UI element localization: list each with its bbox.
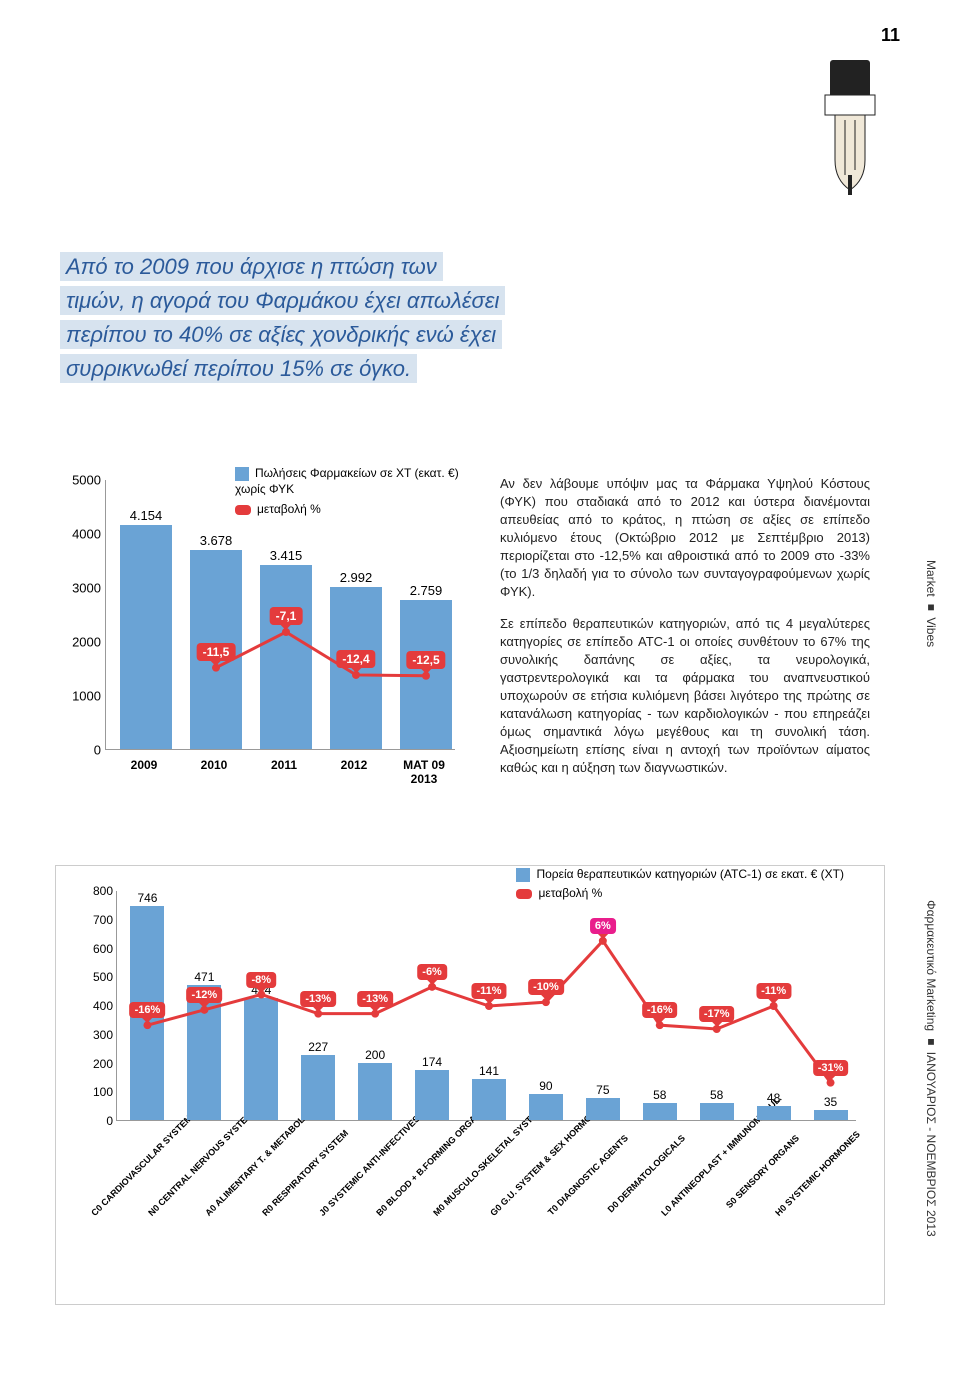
x-label: 2010 bbox=[181, 758, 247, 772]
change-bubble: -6% bbox=[417, 964, 447, 980]
y-tick: 100 bbox=[75, 1085, 113, 1099]
change-bubble: -11,5 bbox=[197, 643, 236, 661]
side-label-footer: Φαρμακευτικό Marketing ■ ΙΑΝΟΥΑΡΙΟΣ - ΝΟ… bbox=[924, 900, 938, 1237]
callout-box: Από το 2009 που άρχισε η πτώση των τιμών… bbox=[60, 250, 620, 386]
y-tick: 3000 bbox=[61, 581, 101, 596]
y-tick: 800 bbox=[75, 884, 113, 898]
y-tick: 700 bbox=[75, 913, 113, 927]
y-tick: 2000 bbox=[61, 635, 101, 650]
change-bubble: -12,5 bbox=[406, 651, 445, 669]
change-bubble: -12% bbox=[187, 987, 223, 1003]
y-tick: 200 bbox=[75, 1057, 113, 1071]
atc-chart: Πορεία θεραπευτικών κατηγοριών (ATC-1) σ… bbox=[55, 865, 885, 1305]
callout-line: συρρικνωθεί περίπου 15% σε όγκο. bbox=[60, 354, 417, 383]
change-bubble: -11% bbox=[471, 983, 506, 999]
y-tick: 1000 bbox=[61, 689, 101, 704]
y-tick: 500 bbox=[75, 970, 113, 984]
x-label: MAT 09 2013 bbox=[391, 758, 457, 786]
y-tick: 600 bbox=[75, 942, 113, 956]
legend-bar-label: Πορεία θεραπευτικών κατηγοριών (ATC-1) σ… bbox=[536, 867, 844, 881]
change-bubble: -17% bbox=[699, 1006, 735, 1022]
y-tick: 0 bbox=[75, 1114, 113, 1128]
y-tick: 5000 bbox=[61, 473, 101, 488]
callout-line: περίπου το 40% σε αξίες χονδρικής ενώ έχ… bbox=[60, 320, 502, 349]
paragraph: Αν δεν λάβουμε υπόψιν μας τα Φάρμακα Υψη… bbox=[500, 475, 870, 601]
x-label: 2009 bbox=[111, 758, 177, 772]
body-text: Αν δεν λάβουμε υπόψιν μας τα Φάρμακα Υψη… bbox=[500, 475, 870, 791]
change-bubble: -13% bbox=[300, 991, 336, 1007]
hand-illustration bbox=[800, 60, 900, 200]
callout-line: Από το 2009 που άρχισε η πτώση των bbox=[60, 252, 443, 281]
x-label: 2012 bbox=[321, 758, 387, 772]
y-tick: 400 bbox=[75, 999, 113, 1013]
change-bubble: -7,1 bbox=[270, 607, 303, 625]
sales-chart: Πωλήσεις Φαρμακείων σε ΧΤ (εκατ. €) χωρί… bbox=[55, 480, 475, 790]
change-bubble: -8% bbox=[247, 972, 277, 988]
x-label: 2011 bbox=[251, 758, 317, 772]
change-bubble: -11% bbox=[756, 983, 791, 999]
change-bubble: -16% bbox=[130, 1002, 166, 1018]
paragraph: Σε επίπεδο θεραπευτικών κατηγοριών, από … bbox=[500, 615, 870, 777]
y-tick: 300 bbox=[75, 1028, 113, 1042]
change-bubble: -13% bbox=[357, 991, 393, 1007]
y-tick: 0 bbox=[61, 743, 101, 758]
callout-line: τιμών, η αγορά του Φαρμάκου έχει απωλέσε… bbox=[60, 286, 505, 315]
change-bubble: 6% bbox=[590, 918, 616, 934]
side-label-market: Market ■ Vibes bbox=[924, 560, 938, 647]
change-bubble: -16% bbox=[642, 1002, 678, 1018]
y-tick: 4000 bbox=[61, 527, 101, 542]
change-bubble: -10% bbox=[528, 979, 564, 995]
change-bubble: -31% bbox=[813, 1060, 849, 1076]
change-bubble: -12,4 bbox=[336, 650, 375, 668]
page-number: 11 bbox=[881, 25, 900, 46]
